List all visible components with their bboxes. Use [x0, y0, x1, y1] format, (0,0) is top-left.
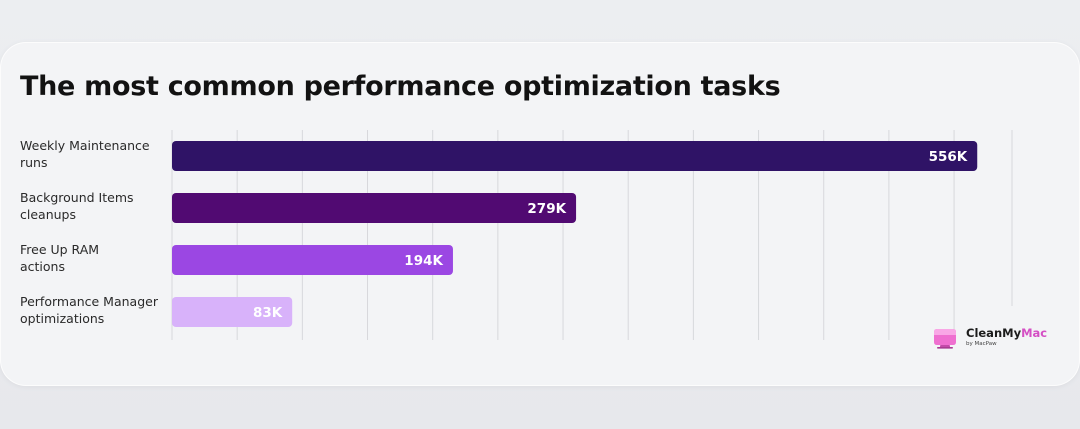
bar	[172, 141, 978, 171]
logo-byline: by MacPaw	[966, 341, 997, 347]
bar-value-label: 83K	[253, 305, 283, 321]
cleanmymac-logo: CleanMyMac by MacPaw	[932, 326, 1052, 352]
bar-value-label: 194K	[404, 253, 443, 269]
category-label: Weekly Maintenance	[20, 138, 150, 153]
category-label: Free Up RAM	[20, 242, 99, 257]
chart-title: The most common performance optimization…	[20, 71, 781, 102]
category-label: Performance Manager	[20, 294, 159, 309]
cleanmymac-logo-icon	[934, 329, 956, 349]
category-label: actions	[20, 259, 65, 274]
logo-wordmark: CleanMyMac	[966, 326, 1048, 340]
bar-value-label: 556K	[929, 149, 968, 165]
bar	[172, 245, 453, 275]
category-label: cleanups	[20, 207, 76, 222]
bar	[172, 193, 577, 223]
bars: 556K 279K 194K 83K	[172, 141, 978, 327]
category-labels: Weekly Maintenance runs Background Items cl…	[20, 138, 159, 326]
category-label: runs	[20, 155, 48, 170]
category-label: Background Items	[20, 190, 134, 205]
category-label: optimizations	[20, 311, 104, 326]
bar-value-label: 279K	[527, 201, 566, 217]
bar	[172, 297, 293, 327]
